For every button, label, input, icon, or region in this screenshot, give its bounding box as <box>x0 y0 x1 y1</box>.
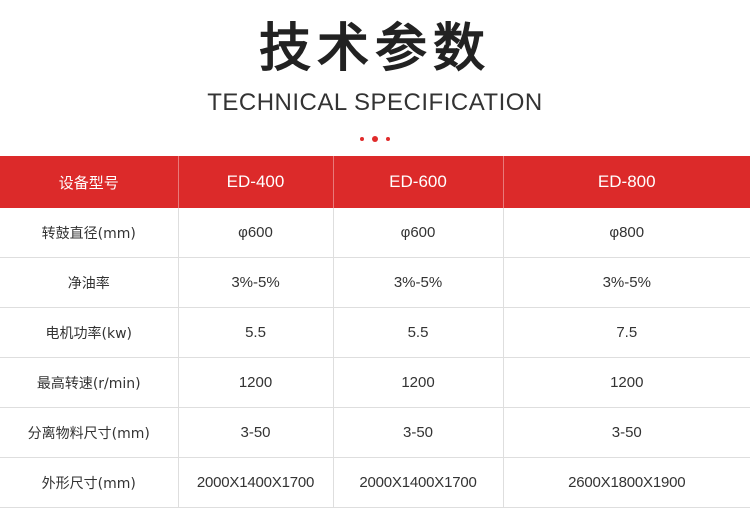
page-title: 技术参数 <box>258 19 491 79</box>
table-row: 分离物料尺寸(mm) 3-50 3-50 3-50 <box>0 407 750 458</box>
dot-icon <box>360 136 364 141</box>
row-label: 外形尺寸(mm) <box>0 457 178 508</box>
table-cell: 1200 <box>332 357 503 408</box>
table-cell: 3-50 <box>177 407 333 458</box>
table-cell: 2600X1800X1900 <box>502 457 750 508</box>
row-label: 电机功率(kw) <box>0 307 178 358</box>
header-ed-800: ED-800 <box>502 156 750 208</box>
row-label: 最高转速(r/min) <box>0 357 178 408</box>
row-label: 分离物料尺寸(mm) <box>0 407 178 458</box>
header-ed-400: ED-400 <box>177 156 333 208</box>
spec-table: 设备型号 ED-400 ED-600 ED-800 转鼓直径(mm) φ600 … <box>0 156 750 508</box>
table-cell: 7.5 <box>502 307 750 358</box>
header-ed-600: ED-600 <box>332 156 503 208</box>
table-cell: 1200 <box>502 357 750 408</box>
table-cell: 1200 <box>177 357 333 408</box>
table-header-row: 设备型号 ED-400 ED-600 ED-800 <box>0 156 750 208</box>
table-cell: 3-50 <box>502 407 750 458</box>
table-cell: 2000X1400X1700 <box>332 457 503 508</box>
table-cell: φ800 <box>502 208 750 258</box>
table-cell: 3-50 <box>332 407 503 458</box>
table-row: 转鼓直径(mm) φ600 φ600 φ800 <box>0 208 750 258</box>
table-cell: 5.5 <box>332 307 503 358</box>
table-row: 电机功率(kw) 5.5 5.5 7.5 <box>0 307 750 358</box>
table-row: 外形尺寸(mm) 2000X1400X1700 2000X1400X1700 2… <box>0 457 750 508</box>
row-label: 转鼓直径(mm) <box>0 208 178 258</box>
page-subtitle: TECHNICAL SPECIFICATION <box>207 89 543 116</box>
table-row: 最高转速(r/min) 1200 1200 1200 <box>0 357 750 408</box>
row-label: 净油率 <box>0 257 178 308</box>
table-row: 净油率 3%-5% 3%-5% 3%-5% <box>0 257 750 308</box>
dot-icon <box>372 135 378 142</box>
table-cell: 2000X1400X1700 <box>177 457 333 508</box>
header-model-label: 设备型号 <box>0 156 178 208</box>
table-cell: 3%-5% <box>332 257 503 308</box>
table-cell: 3%-5% <box>177 257 333 308</box>
decorative-dots <box>0 133 750 143</box>
table-cell: 3%-5% <box>502 257 750 308</box>
table-cell: φ600 <box>177 208 333 258</box>
table-cell: φ600 <box>332 208 503 258</box>
dot-icon <box>386 136 390 141</box>
table-cell: 5.5 <box>177 307 333 358</box>
